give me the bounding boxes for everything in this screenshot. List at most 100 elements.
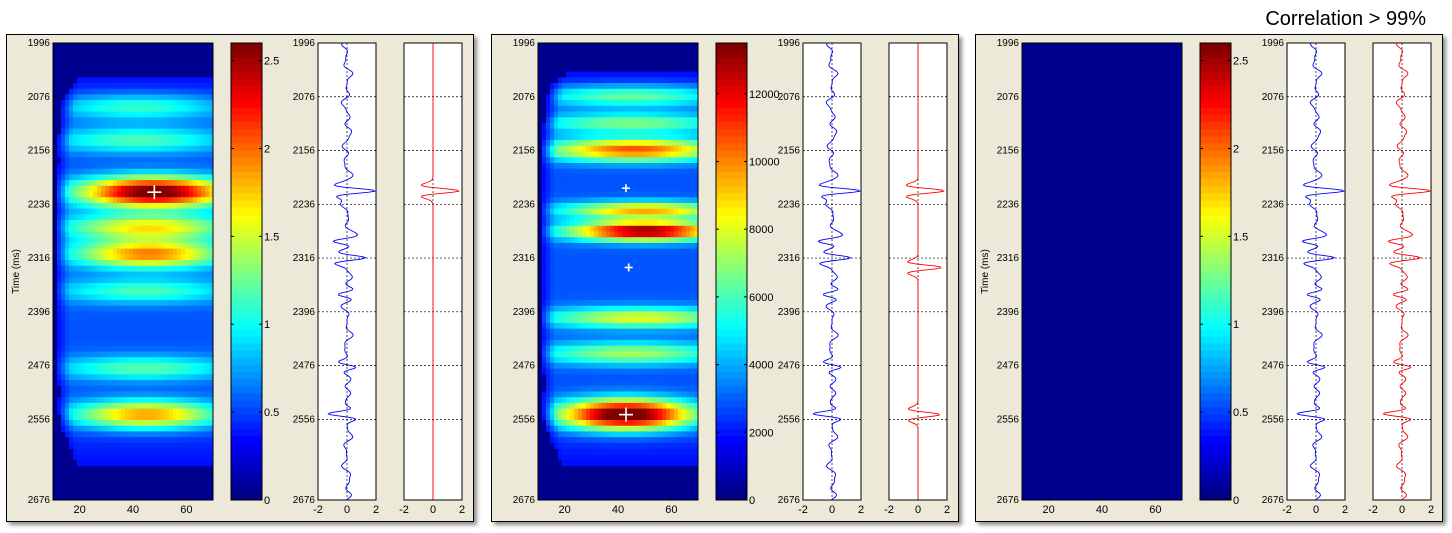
heatmap-cell bbox=[165, 391, 170, 398]
heatmap-cell bbox=[61, 391, 66, 398]
heatmap-cell bbox=[205, 311, 210, 318]
heatmap-cell bbox=[109, 202, 114, 210]
heatmap-cell bbox=[598, 288, 603, 295]
heatmap-cell bbox=[610, 180, 615, 187]
heatmap-cell bbox=[193, 191, 198, 198]
heatmap-cell bbox=[129, 105, 134, 112]
heatmap-cell bbox=[614, 242, 619, 250]
heatmap-cell bbox=[630, 208, 635, 215]
heatmap-cell bbox=[165, 402, 170, 409]
heatmap-cell bbox=[73, 111, 78, 118]
heatmap-cell bbox=[189, 151, 194, 158]
heatmap-cell bbox=[145, 77, 150, 84]
heatmap-cell bbox=[678, 305, 683, 312]
heatmap-cell bbox=[574, 397, 579, 404]
heatmap-cell bbox=[81, 134, 86, 141]
heatmap-cell bbox=[678, 82, 683, 90]
heatmap-cell bbox=[602, 231, 607, 238]
heatmap-cell bbox=[201, 77, 206, 84]
heatmap-cell bbox=[570, 294, 575, 301]
heatmap-cell bbox=[690, 368, 695, 375]
heatmap-cell bbox=[574, 311, 579, 318]
heatmap-cell bbox=[586, 140, 591, 147]
heatmap-cell bbox=[57, 134, 62, 141]
heatmap-cell bbox=[682, 380, 687, 387]
heatmap-cell bbox=[81, 454, 86, 461]
heatmap-cell bbox=[77, 385, 82, 392]
heatmap-cell bbox=[85, 174, 90, 181]
heatmap-cell bbox=[642, 357, 647, 364]
heatmap-cell bbox=[73, 282, 78, 290]
heatmap-cell bbox=[77, 362, 82, 370]
heatmap-cell bbox=[161, 105, 166, 112]
heatmap-cell bbox=[181, 100, 186, 107]
heatmap-cell bbox=[145, 402, 150, 409]
heatmap-cell bbox=[73, 340, 78, 347]
heatmap-cell bbox=[618, 202, 623, 210]
heatmap-cell bbox=[666, 197, 671, 204]
heatmap-cell bbox=[610, 374, 615, 381]
heatmap-cell bbox=[141, 397, 146, 404]
heatmap-cell bbox=[570, 242, 575, 250]
heatmap-cell bbox=[682, 88, 687, 95]
heatmap-cell bbox=[129, 300, 134, 307]
heatmap-cell bbox=[558, 197, 563, 204]
heatmap-cell bbox=[634, 122, 639, 130]
heatmap-cell bbox=[189, 214, 194, 221]
heatmap-cell bbox=[201, 351, 206, 358]
heatmap-cell bbox=[598, 151, 603, 158]
heatmap-cell bbox=[558, 100, 563, 107]
heatmap-cell bbox=[662, 185, 667, 192]
heatmap-cell bbox=[165, 231, 170, 238]
heatmap-cell bbox=[193, 311, 198, 318]
heatmap-cell bbox=[670, 237, 675, 244]
heatmap-cell bbox=[93, 117, 98, 124]
heatmap-cell bbox=[209, 294, 214, 301]
heatmap-cell bbox=[554, 248, 559, 255]
heatmap-cell bbox=[209, 425, 214, 432]
heatmap-cell bbox=[686, 202, 691, 210]
heatmap-cell bbox=[197, 420, 202, 427]
heatmap-cell bbox=[129, 391, 134, 398]
heatmap-cell bbox=[93, 265, 98, 272]
heatmap-cell bbox=[117, 402, 122, 409]
heatmap-cell bbox=[674, 128, 679, 135]
colorbar-tick-label: 2.5 bbox=[264, 56, 279, 68]
heatmap-cell bbox=[542, 220, 547, 227]
heatmap-cell bbox=[690, 202, 695, 210]
heatmap-cell bbox=[125, 442, 130, 449]
heatmap-cell bbox=[578, 174, 583, 181]
heatmap-cell bbox=[85, 225, 90, 232]
heatmap-cell bbox=[586, 397, 591, 404]
heatmap-cell bbox=[93, 202, 98, 210]
heatmap-cell bbox=[686, 220, 691, 227]
heatmap-cell bbox=[157, 420, 162, 427]
heatmap-cell bbox=[69, 288, 74, 295]
heatmap-cell bbox=[97, 208, 102, 215]
heatmap-cell bbox=[690, 334, 695, 341]
heatmap-cell bbox=[554, 311, 559, 318]
heatmap-cell bbox=[185, 357, 190, 364]
heatmap-cell bbox=[634, 340, 639, 347]
heatmap-cell bbox=[113, 88, 118, 95]
heatmap-cell bbox=[105, 334, 110, 341]
heatmap-cell bbox=[638, 368, 643, 375]
heatmap-cell bbox=[145, 254, 150, 261]
heatmap-cell bbox=[682, 111, 687, 118]
heatmap-cell bbox=[610, 340, 615, 347]
heatmap-cell bbox=[185, 220, 190, 227]
heatmap-cell bbox=[105, 385, 110, 392]
heatmap-cell bbox=[678, 162, 683, 170]
heatmap-cell bbox=[117, 180, 122, 187]
heatmap-cell bbox=[542, 282, 547, 290]
heatmap-cell bbox=[141, 288, 146, 295]
heatmap-cell bbox=[189, 357, 194, 364]
heatmap-cell bbox=[558, 128, 563, 135]
heatmap-cell bbox=[185, 442, 190, 449]
heatmap-cell bbox=[622, 94, 627, 101]
heatmap-cell bbox=[562, 168, 567, 175]
heatmap-cell bbox=[650, 362, 655, 370]
heatmap-cell bbox=[109, 345, 114, 352]
heatmap-cell bbox=[101, 294, 106, 301]
heatmap-cell bbox=[634, 237, 639, 244]
